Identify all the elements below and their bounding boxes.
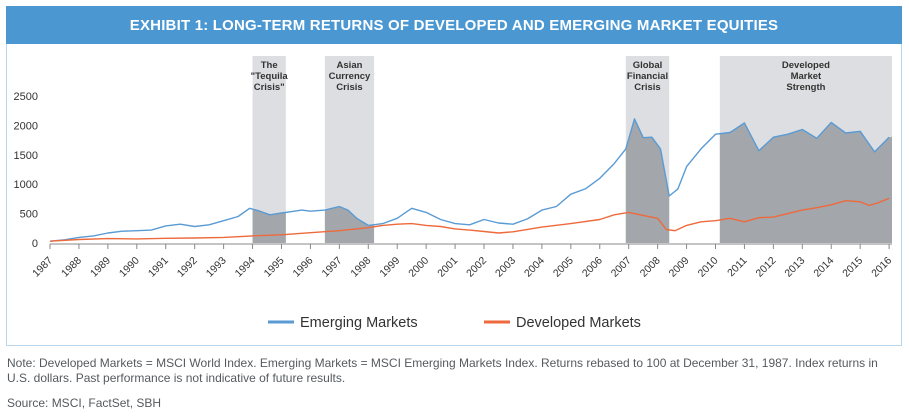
x-tick-label-2002: 2002 xyxy=(464,255,489,280)
y-tick-label-0: 0 xyxy=(32,238,38,250)
shaded-area-4 xyxy=(719,122,892,243)
y-tick-label-2500: 2500 xyxy=(14,91,38,103)
shaded-period-label-4: Developed Market Strength xyxy=(782,60,830,93)
x-tick-label-1994: 1994 xyxy=(233,255,258,280)
x-tick-label-1989: 1989 xyxy=(88,255,113,280)
legend-label-2: Developed Markets xyxy=(516,315,641,331)
y-tick-label-1500: 1500 xyxy=(14,150,38,162)
x-tick-label-2011: 2011 xyxy=(725,255,750,280)
x-tick-label-1990: 1990 xyxy=(117,255,142,280)
x-tick-label-2012: 2012 xyxy=(753,255,778,280)
series-line-developed-markets xyxy=(49,197,890,242)
x-tick-label-1988: 1988 xyxy=(59,255,84,280)
legend-label-1: Emerging Markets xyxy=(300,315,418,331)
x-tick-label-1987: 1987 xyxy=(30,255,55,280)
x-tick-label-2003: 2003 xyxy=(493,255,518,280)
y-tick-label-1000: 1000 xyxy=(14,179,38,191)
y-tick-label-2000: 2000 xyxy=(14,120,38,132)
x-tick-label-2010: 2010 xyxy=(696,255,721,280)
shaded-area-3 xyxy=(625,118,670,243)
x-tick-label-1993: 1993 xyxy=(204,255,229,280)
shaded-area-2 xyxy=(324,206,375,243)
x-tick-label-2016: 2016 xyxy=(869,255,894,280)
x-tick-label-2009: 2009 xyxy=(667,255,692,280)
x-tick-label-1997: 1997 xyxy=(319,255,344,280)
y-tick-label-500: 500 xyxy=(20,209,38,221)
x-tick-label-2006: 2006 xyxy=(580,255,605,280)
x-tick-label-1995: 1995 xyxy=(262,255,287,280)
x-tick-label-1996: 1996 xyxy=(291,255,316,280)
footnote: Note: Developed Markets = MSCI World Ind… xyxy=(7,356,878,385)
x-tick-label-2013: 2013 xyxy=(782,255,807,280)
x-tick-label-1999: 1999 xyxy=(377,255,402,280)
x-tick-label-1991: 1991 xyxy=(146,255,171,280)
x-tick-label-2004: 2004 xyxy=(522,255,547,280)
x-tick-label-1992: 1992 xyxy=(175,255,200,280)
x-tick-label-2000: 2000 xyxy=(406,255,431,280)
line-chart: The "Tequila Crisis" Asian Currency Crisis Glo… xyxy=(14,56,894,331)
x-tick-label-2005: 2005 xyxy=(551,255,576,280)
x-tick-label-2001: 2001 xyxy=(435,255,460,280)
shaded-period-label-2: Asian Currency Crisis xyxy=(329,60,371,93)
exhibit-title: EXHIBIT 1: LONG-TERM RETURNS OF DEVELOPE… xyxy=(6,6,902,44)
x-tick-label-2014: 2014 xyxy=(811,255,836,280)
source-line: Source: MSCI, FactSet, SBH xyxy=(7,396,162,410)
shaded-period-label-1: The "Tequila Crisis" xyxy=(251,60,289,93)
x-tick-label-2015: 2015 xyxy=(840,255,865,280)
series-line-emerging-markets xyxy=(49,118,890,242)
x-tick-label-2008: 2008 xyxy=(638,255,663,280)
x-tick-label-1998: 1998 xyxy=(348,255,373,280)
x-tick-label-2007: 2007 xyxy=(609,255,634,280)
shaded-period-label-3: Global Financial Crisis xyxy=(627,60,668,93)
